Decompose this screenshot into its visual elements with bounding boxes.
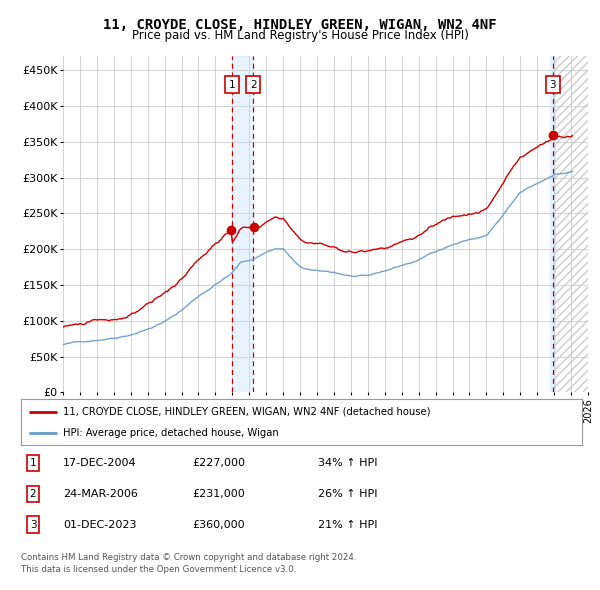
Text: 11, CROYDE CLOSE, HINDLEY GREEN, WIGAN, WN2 4NF: 11, CROYDE CLOSE, HINDLEY GREEN, WIGAN, … bbox=[103, 18, 497, 32]
Text: £360,000: £360,000 bbox=[192, 520, 245, 529]
Text: 01-DEC-2023: 01-DEC-2023 bbox=[63, 520, 137, 529]
Text: Contains HM Land Registry data © Crown copyright and database right 2024.
This d: Contains HM Land Registry data © Crown c… bbox=[21, 553, 356, 574]
Text: 1: 1 bbox=[229, 80, 235, 90]
Text: Price paid vs. HM Land Registry's House Price Index (HPI): Price paid vs. HM Land Registry's House … bbox=[131, 30, 469, 42]
Text: 3: 3 bbox=[550, 80, 556, 90]
Text: 24-MAR-2006: 24-MAR-2006 bbox=[63, 489, 138, 499]
Text: £231,000: £231,000 bbox=[192, 489, 245, 499]
Text: 26% ↑ HPI: 26% ↑ HPI bbox=[318, 489, 377, 499]
Text: 1: 1 bbox=[29, 458, 37, 468]
Text: 2: 2 bbox=[29, 489, 37, 499]
Text: £227,000: £227,000 bbox=[192, 458, 245, 468]
Text: 11, CROYDE CLOSE, HINDLEY GREEN, WIGAN, WN2 4NF (detached house): 11, CROYDE CLOSE, HINDLEY GREEN, WIGAN, … bbox=[63, 407, 431, 417]
Bar bbox=[553, 56, 588, 392]
Text: 17-DEC-2004: 17-DEC-2004 bbox=[63, 458, 137, 468]
Bar bbox=[232, 56, 253, 392]
Text: 3: 3 bbox=[29, 520, 37, 529]
Text: HPI: Average price, detached house, Wigan: HPI: Average price, detached house, Wiga… bbox=[63, 428, 279, 438]
Text: 2: 2 bbox=[250, 80, 256, 90]
Bar bbox=[550, 56, 555, 392]
Text: 34% ↑ HPI: 34% ↑ HPI bbox=[318, 458, 377, 468]
Text: 21% ↑ HPI: 21% ↑ HPI bbox=[318, 520, 377, 529]
